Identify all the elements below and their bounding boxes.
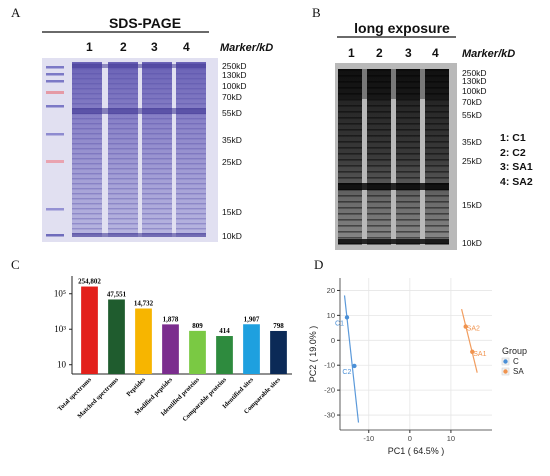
point-c2 [352, 363, 357, 369]
gel-b-mw-100: 100kD [462, 86, 487, 96]
gel-b-lane-3: 3 [405, 46, 412, 60]
gel-b-mw-130: 130kD [462, 76, 487, 86]
y-tick-label: 10⁵ [54, 289, 66, 299]
x-tick-label: 10 [447, 434, 455, 443]
bar-value-label: 47,551 [107, 290, 127, 298]
bar [243, 324, 260, 374]
point-sa2 [463, 324, 468, 329]
gel-b-marker-header: Marker/kD [462, 48, 516, 60]
gel-a-image [42, 58, 218, 242]
x-tick-label: -10 [363, 434, 374, 443]
sample-key-4: 4: SA2 [500, 175, 533, 188]
gel-b-image [335, 63, 457, 250]
gel-b-lane-1: 1 [348, 46, 355, 60]
gel-b-mw-55: 55kD [462, 110, 482, 120]
plot-area [340, 278, 492, 430]
bar [135, 308, 152, 374]
gel-a-mw-35: 35kD [222, 135, 242, 145]
bar [81, 286, 98, 374]
sample-key-3: 3: SA1 [500, 161, 533, 173]
gel-b-mw-70: 70kD [462, 97, 482, 107]
y-tick-label: 10³ [54, 324, 66, 334]
gel-b-sample-key: 1: C1 2: C2 3: SA1 4: SA2 [500, 131, 533, 189]
point-label: SA2 [467, 326, 480, 333]
gel-a-mw-55: 55kD [222, 108, 242, 118]
y-tick-label: -10 [324, 361, 335, 370]
y-tick-label: 10 [327, 311, 335, 320]
legend-label: SA [513, 367, 524, 376]
legend-marker-c [503, 359, 508, 364]
gel-a-marker-header: Marker/kD [220, 42, 274, 54]
gel-a-mw-70: 70kD [222, 92, 242, 102]
gel-a-title: SDS-PAGE [108, 15, 182, 31]
y-tick-label: 10 [57, 360, 67, 370]
gel-a-mw-250: 250kD [222, 61, 247, 71]
y-tick-label: 20 [327, 286, 335, 295]
panel-letter-c: C [11, 257, 20, 272]
gel-a-mw-15: 15kD [222, 207, 242, 217]
bar [189, 330, 206, 374]
gel-b-title: long exposure [354, 20, 450, 36]
gel-a-lane-4: 4 [183, 40, 190, 54]
x-tick-label: 0 [408, 434, 412, 443]
gel-a-ladder [46, 66, 64, 237]
bar-value-label: 1,878 [163, 315, 179, 323]
bar-value-label: 798 [273, 322, 284, 330]
legend-label: C [513, 357, 519, 366]
bar [162, 324, 179, 374]
gel-a-mw-10: 10kD [222, 231, 242, 241]
bar [270, 330, 287, 374]
trend-line-sa [461, 309, 478, 373]
gel-a-mw-130: 130kD [222, 70, 247, 80]
gel-b-mw-10: 10kD [462, 238, 482, 248]
point-c1 [344, 315, 350, 320]
point-label: C2 [342, 369, 351, 376]
gel-b-lane-4: 4 [432, 46, 439, 60]
pca-scatter-chart: -10 0 10 -30 -20 -10 0 10 20 PC1 ( 64.5% ) PC2 ( 1… [308, 278, 527, 456]
panel-letter-b: B [312, 5, 321, 20]
gel-a-mw-100: 100kD [222, 81, 247, 91]
gel-b-mw-250: 250kD [462, 68, 487, 78]
y-tick-label: 0 [331, 336, 335, 345]
bar [108, 299, 125, 374]
panel-letter-d: D [314, 257, 324, 272]
gel-a-lanes [72, 62, 206, 237]
legend-marker-sa [503, 369, 508, 374]
bar-value-label: 254,802 [78, 278, 101, 286]
legend-title: Group [502, 346, 527, 356]
gel-a-lane-1: 1 [86, 40, 93, 54]
y-tick-label: -20 [324, 386, 335, 395]
bar-value-label: 1,907 [244, 315, 260, 323]
gel-b-mw-15: 15kD [462, 200, 482, 210]
point-label: C1 [335, 320, 344, 327]
gel-b-lanes [338, 69, 449, 245]
bar-value-label: 414 [219, 327, 230, 335]
sample-key-1: 1: C1 [500, 132, 526, 144]
gel-a-lane-2: 2 [120, 40, 127, 54]
panel-letter-a: A [11, 5, 21, 20]
point-sa1 [470, 349, 475, 354]
gel-b-lane-2: 2 [376, 46, 383, 60]
gel-b-mw-35: 35kD [462, 137, 482, 147]
y-axis-title: PC2 ( 19.0% ) [308, 326, 318, 383]
gel-a-lane-3: 3 [151, 40, 158, 54]
y-tick-label: -30 [324, 411, 335, 420]
bar [216, 336, 233, 374]
bar-value-label: 14,732 [134, 300, 154, 308]
point-label: SA1 [473, 351, 486, 358]
gel-a-mw-25: 25kD [222, 157, 242, 167]
category-label: Peptides [125, 376, 147, 398]
bar-value-label: 809 [192, 322, 203, 330]
sample-key-2: 2: C2 [500, 146, 526, 159]
x-axis-title: PC1 ( 64.5% ) [388, 446, 445, 456]
gel-b-mw-25: 25kD [462, 156, 482, 166]
